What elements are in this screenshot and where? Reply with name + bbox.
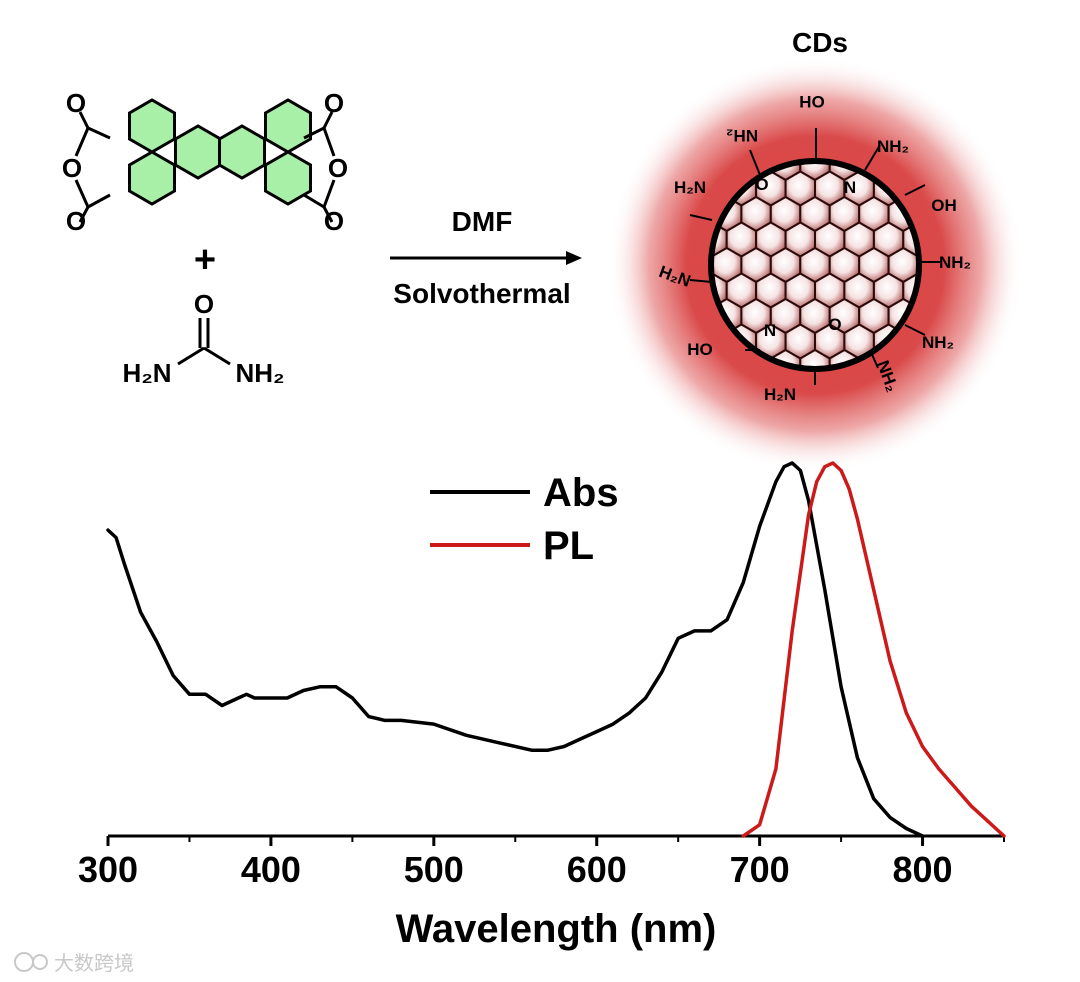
series-lines	[106, 461, 1006, 838]
surface-nh2-3: NH₂	[939, 253, 971, 272]
ptcda-ring	[218, 124, 266, 180]
plus-sign: +	[194, 239, 216, 281]
anhydride-o-4: O	[324, 88, 344, 118]
watermark: 大数跨境	[14, 951, 134, 975]
legend-label-abs: Abs	[543, 471, 619, 515]
urea-structure: O H₂N NH₂	[122, 289, 284, 388]
surface-cooh-2: OH	[931, 196, 957, 215]
x-axis-ticks	[106, 836, 1005, 846]
anhydride-bonds	[74, 111, 336, 223]
x-tick-label: 800	[893, 849, 953, 890]
anhydride-o-6: O	[324, 206, 344, 236]
carbon-dot-illustration: CDs NH₂ OH NH₂ H₂N OH NH₂ H₂N NH₂ HO NH₂…	[607, 27, 1023, 473]
ptcda-ring	[174, 124, 222, 180]
series-line-abs	[106, 461, 925, 838]
cds-title: CDs	[792, 27, 848, 58]
ptcda-ring	[264, 98, 312, 154]
watermark-text: 大数跨境	[54, 951, 134, 975]
x-tick-label: 300	[78, 849, 138, 890]
surface-cooh-1: OH	[799, 92, 825, 111]
anhydride-o-2: O	[62, 153, 82, 183]
ring-oxygen-2: O	[828, 315, 841, 334]
surface-nh2-1: NH₂	[726, 126, 758, 145]
x-tick-label: 600	[567, 849, 627, 890]
x-tick-label: 500	[404, 849, 464, 890]
arrow-condition-bottom: Solvothermal	[393, 278, 570, 309]
urea-oxygen: O	[194, 289, 214, 319]
arrow-condition-top: DMF	[452, 206, 513, 237]
anhydride-o-1: O	[66, 88, 86, 118]
ring-oxygen-1: O	[755, 175, 768, 194]
anhydride-o-5: O	[328, 153, 348, 183]
ptcda-ring	[264, 150, 312, 206]
legend-label-pl: PL	[543, 524, 594, 568]
x-tick-label: 400	[241, 849, 301, 890]
arrow-head	[566, 251, 582, 265]
ring-nitrogen-1: N	[844, 178, 856, 197]
spectra-chart: 300 400 500 600 700 800 Wavelength (nm) Abs P…	[78, 461, 1006, 951]
legend: Abs PL	[430, 471, 619, 568]
x-axis-label: Wavelength (nm)	[396, 907, 717, 951]
ptcda-ring	[128, 150, 176, 206]
urea-right-amine: NH₂	[235, 358, 284, 388]
surface-amide-2: NH₂	[922, 333, 954, 352]
surface-amide-1: H₂N	[674, 178, 706, 197]
anhydride-o-3: O	[66, 206, 86, 236]
surface-bonds	[689, 128, 940, 385]
x-tick-label: 700	[730, 849, 790, 890]
series-line-pl	[741, 461, 1006, 838]
watermark-logo-icon	[14, 952, 34, 972]
urea-left-amine: H₂N	[122, 358, 171, 388]
surface-hooc: HO	[687, 340, 713, 359]
surface-amide-3: H₂N	[764, 385, 796, 404]
ptcda-structure: O O O O O O	[62, 88, 348, 236]
surface-nh2-2: NH₂	[877, 137, 909, 156]
ptcda-ring	[128, 98, 176, 154]
x-axis-tick-labels: 300 400 500 600 700 800	[78, 849, 953, 890]
reaction-arrow: DMF Solvothermal	[390, 206, 582, 309]
ring-nitrogen-2: N	[764, 321, 776, 340]
